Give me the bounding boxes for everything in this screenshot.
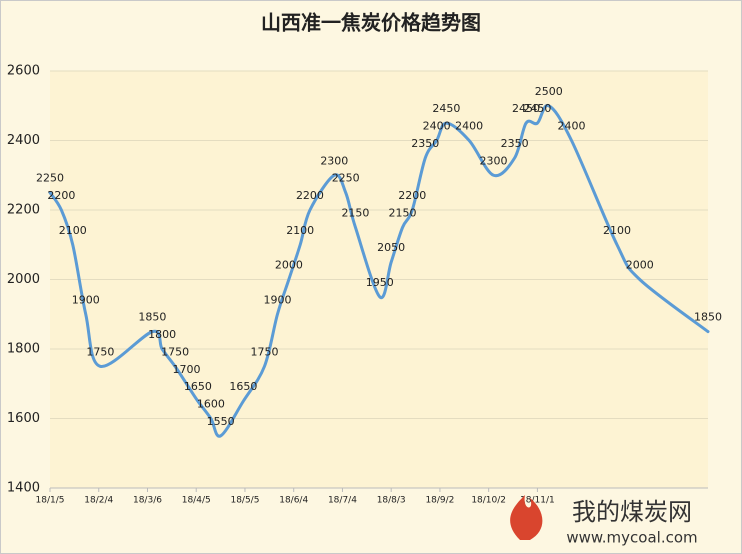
- x-tick-label: 18/4/5: [182, 496, 211, 506]
- data-label: 1950: [366, 276, 394, 289]
- y-tick-label: 2400: [7, 133, 40, 148]
- data-label: 2450: [432, 102, 460, 115]
- data-label: 2300: [320, 154, 348, 167]
- x-tick-label: 18/8/3: [377, 496, 406, 506]
- data-label: 2150: [389, 206, 417, 219]
- data-label: 2450: [512, 102, 540, 115]
- data-label: 2400: [423, 120, 451, 133]
- logo: 我的煤炭网 www.mycoal.com: [510, 495, 698, 547]
- data-label: 2400: [558, 120, 586, 133]
- data-label: 1850: [138, 311, 166, 324]
- data-label: 1800: [148, 328, 176, 341]
- data-label: 2250: [36, 172, 64, 185]
- y-tick-label: 2600: [7, 64, 40, 79]
- x-tick-label: 18/11/1: [520, 496, 555, 506]
- data-label: 2200: [398, 189, 426, 202]
- data-label: 1700: [172, 363, 200, 376]
- data-label: 2450: [523, 102, 551, 115]
- x-tick-label: 18/7/4: [328, 496, 357, 506]
- logo-url: www.mycoal.com: [566, 529, 697, 547]
- x-tick-label: 18/3/6: [133, 496, 162, 506]
- x-tick-label: 18/1/5: [36, 496, 65, 506]
- data-label: 2100: [286, 224, 314, 237]
- x-tick-label: 18/6/4: [279, 496, 308, 506]
- data-label: 2000: [626, 259, 654, 272]
- data-label: 2200: [47, 189, 75, 202]
- data-label: 2400: [455, 120, 483, 133]
- data-label: 2250: [332, 172, 360, 185]
- x-tick-label: 18/2/4: [84, 496, 113, 506]
- data-label: 2350: [501, 137, 529, 150]
- x-tick-label: 18/5/5: [230, 496, 259, 506]
- y-tick-label: 1400: [7, 481, 40, 496]
- data-label: 2100: [59, 224, 87, 237]
- data-label: 1900: [72, 293, 100, 306]
- data-label: 1750: [86, 345, 114, 358]
- data-label: 2200: [296, 189, 324, 202]
- y-tick-label: 2000: [7, 272, 40, 287]
- data-label: 1550: [207, 415, 235, 428]
- x-tick-label: 18/10/2: [471, 496, 506, 506]
- logo-name: 我的煤炭网: [572, 498, 692, 526]
- data-label: 2100: [603, 224, 631, 237]
- data-label: 1750: [250, 345, 278, 358]
- data-label: 1750: [161, 345, 189, 358]
- data-label: 2050: [377, 241, 405, 254]
- data-label: 2350: [411, 137, 439, 150]
- y-tick-label: 2200: [7, 203, 40, 218]
- data-label: 1850: [694, 311, 722, 324]
- x-tick-label: 18/9/2: [425, 496, 454, 506]
- series-line: [48, 104, 710, 438]
- logo-flame: [510, 495, 543, 540]
- y-tick-label: 1600: [7, 411, 40, 426]
- data-label: 1600: [197, 398, 225, 411]
- data-label: 2150: [341, 206, 369, 219]
- data-label: 2500: [535, 85, 563, 98]
- data-label: 1650: [184, 380, 212, 393]
- data-label: 1650: [229, 380, 257, 393]
- y-tick-label: 1800: [7, 342, 40, 357]
- data-label: 2000: [275, 259, 303, 272]
- chart-title: 山西准一焦炭价格趋势图: [261, 11, 481, 35]
- data-label: 1900: [263, 293, 291, 306]
- data-label: 2300: [480, 154, 508, 167]
